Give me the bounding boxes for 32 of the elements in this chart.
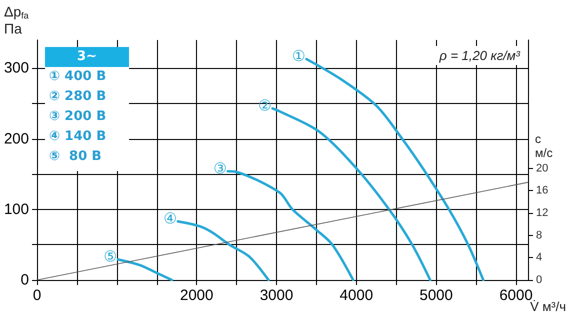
annotation: ⑤ 80 В: [48, 148, 103, 166]
annotation: ④ 140 В: [48, 128, 108, 146]
y2-tick-label: 20: [536, 162, 548, 174]
series-label: ④: [163, 209, 177, 228]
y2-tick-label: 12: [536, 207, 548, 220]
y2-tick-label: 4: [536, 252, 542, 264]
x-tick-label: 3000: [260, 287, 294, 304]
x-tick-label: 0: [32, 287, 42, 304]
line-series: [176, 220, 270, 282]
y-tick-label: 300: [4, 60, 29, 77]
x-axis-title: V̇ м³/ч: [530, 299, 566, 314]
x-tick-label: 2000: [180, 287, 214, 304]
x-tick-label: 4000: [340, 287, 374, 304]
annotation: ③ 200 В: [48, 108, 108, 126]
annotation: ρ = 1,20 кг/м³: [438, 48, 521, 63]
line-series: [271, 107, 432, 282]
line-series: [116, 258, 174, 282]
y2-tick-label: 8: [536, 229, 542, 242]
y2-tick-label: 16: [536, 184, 548, 197]
y-tick-label: 0: [20, 272, 29, 288]
line-series: [226, 170, 354, 282]
series-label: ⑤: [104, 248, 118, 266]
y-tick-label: 100: [4, 200, 29, 218]
x-tick-label: 5000: [420, 287, 453, 304]
annotation: ② 280 В: [48, 88, 108, 106]
annotation: ① 400 В: [48, 68, 108, 86]
series-label: ①: [292, 47, 306, 66]
y2-axis-title: c м/с: [535, 132, 553, 160]
heading-box: 3~: [45, 47, 129, 67]
y2-tick-label: 0: [536, 274, 542, 286]
y-tick-label: 200: [4, 130, 29, 148]
series-label: ③: [213, 159, 227, 178]
